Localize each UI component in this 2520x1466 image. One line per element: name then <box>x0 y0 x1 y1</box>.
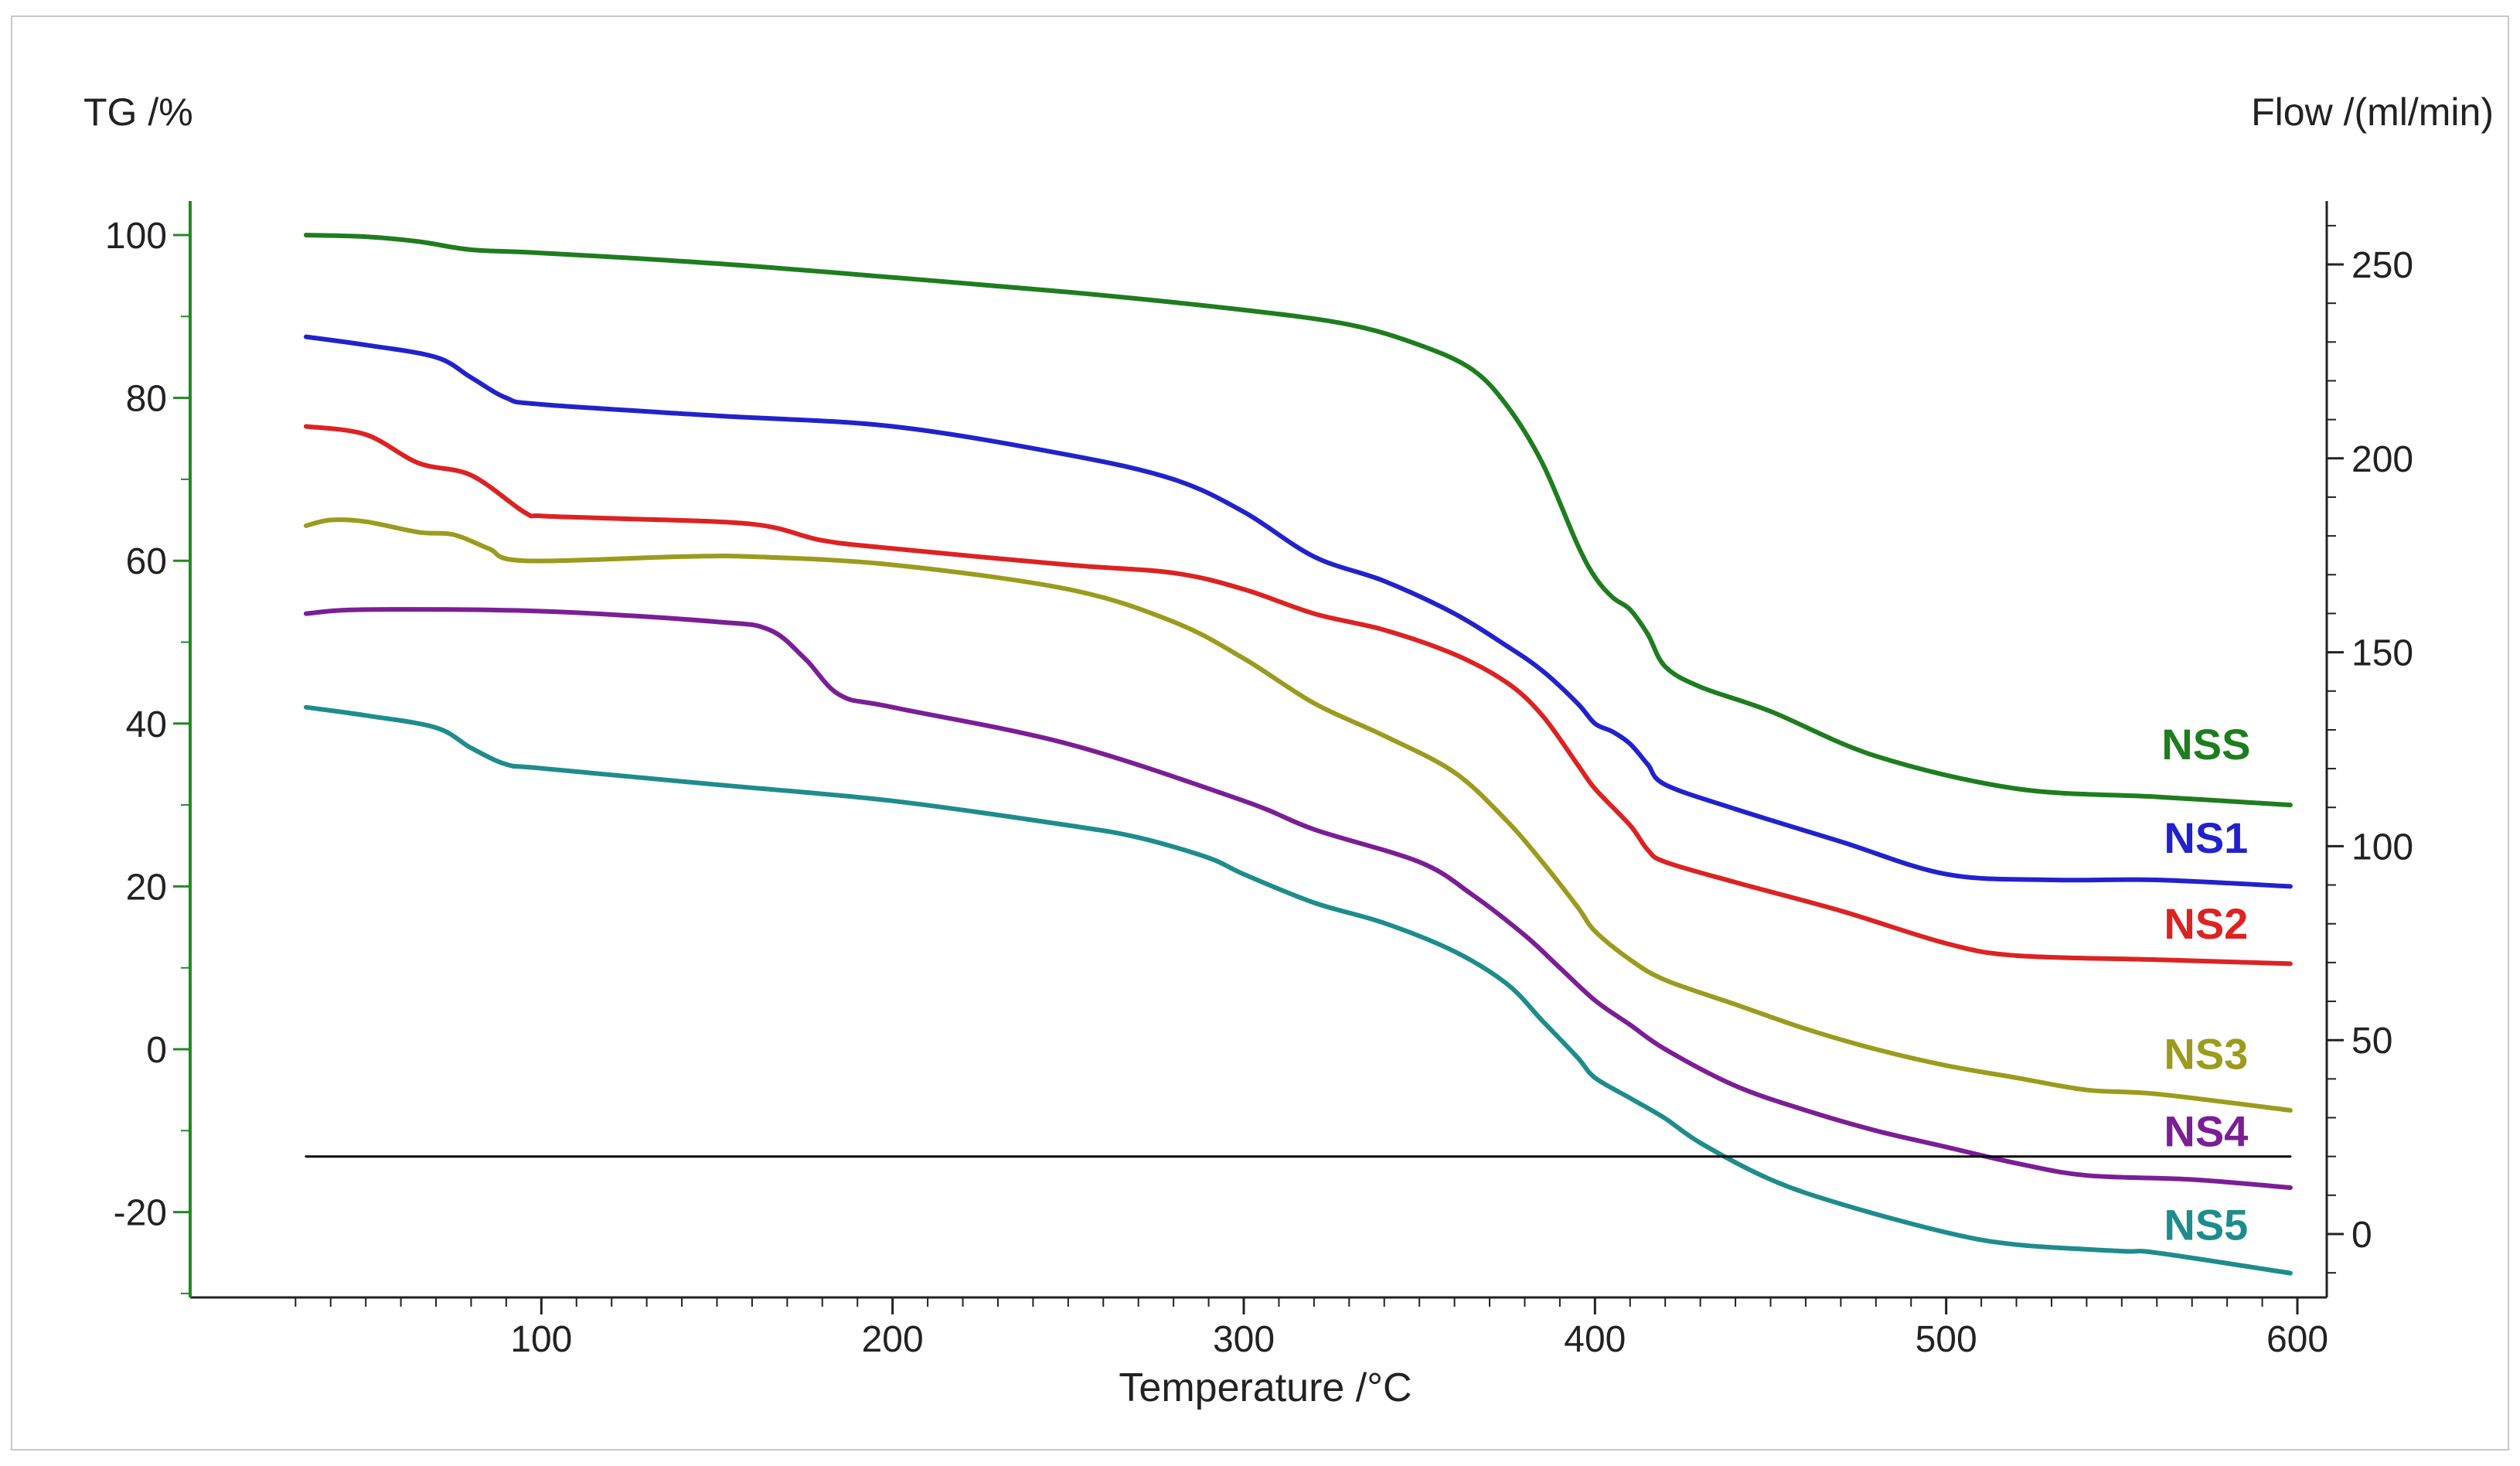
y-right-tick-label: 50 <box>2351 1021 2392 1062</box>
y-right-tick-label: 0 <box>2351 1215 2372 1256</box>
y-left-tick-label: 80 <box>126 379 167 420</box>
y-axis-left-label: TG /% <box>83 90 193 134</box>
series-nss-line <box>303 233 2293 808</box>
series-label-ns2: NS2 <box>2164 899 2248 948</box>
x-tick-label: 300 <box>1213 1319 1275 1360</box>
y-right-tick-label: 100 <box>2351 827 2413 868</box>
x-tick-label: 600 <box>2266 1319 2328 1360</box>
y-left-tick-label: 0 <box>146 1030 167 1071</box>
y-right-tick-label: 200 <box>2351 439 2413 480</box>
series-label-ns4: NS4 <box>2164 1106 2248 1155</box>
y-left-tick-label: 40 <box>126 704 167 745</box>
series-ns1-line <box>303 334 2293 889</box>
series-label-ns5: NS5 <box>2164 1200 2248 1249</box>
series-label-nss: NSS <box>2161 720 2250 769</box>
series-lines <box>303 233 2293 1276</box>
y-left-tick-label: -20 <box>114 1193 167 1234</box>
y-left-tick-label: 60 <box>126 541 167 582</box>
y-left-tick-label: 100 <box>105 216 167 257</box>
series-ns4-line <box>303 607 2293 1190</box>
x-tick-label: 200 <box>862 1319 924 1360</box>
y-right-tick-label: 250 <box>2351 245 2413 286</box>
x-tick-label: 500 <box>1916 1319 1977 1360</box>
series-ns2-line <box>303 424 2293 967</box>
y-right-tick-label: 150 <box>2351 633 2413 674</box>
series-ns3-line <box>303 517 2293 1113</box>
series-label-ns3: NS3 <box>2164 1029 2248 1078</box>
chart-frame: TG /% Flow /(ml/min) Temperature /°C 100… <box>11 15 2509 1451</box>
axis-ticks: 100 200 300 400 500 600100806040200-202502001… <box>105 216 2413 1360</box>
x-tick-label: 100 <box>510 1319 572 1360</box>
series-ns5-line <box>303 704 2293 1276</box>
series-labels: NSS NS1 NS2 NS3 NS4 NS5 <box>2161 720 2250 1249</box>
x-axis-label: Temperature /°C <box>1119 1365 1412 1410</box>
y-left-tick-label: 20 <box>126 867 167 908</box>
y-axis-right-label: Flow /(ml/min) <box>2251 90 2494 134</box>
tg-chart: TG /% Flow /(ml/min) Temperature /°C 100… <box>83 90 2494 1410</box>
x-tick-label: 400 <box>1564 1319 1626 1360</box>
series-label-ns1: NS1 <box>2164 813 2248 862</box>
